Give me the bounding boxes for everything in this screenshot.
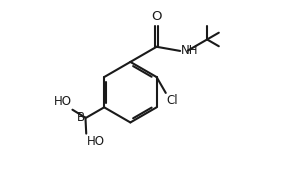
- Text: HO: HO: [87, 135, 105, 148]
- Text: O: O: [151, 10, 162, 23]
- Text: NH: NH: [181, 44, 199, 57]
- Text: B: B: [77, 111, 86, 124]
- Text: HO: HO: [54, 95, 72, 108]
- Text: Cl: Cl: [167, 94, 178, 107]
